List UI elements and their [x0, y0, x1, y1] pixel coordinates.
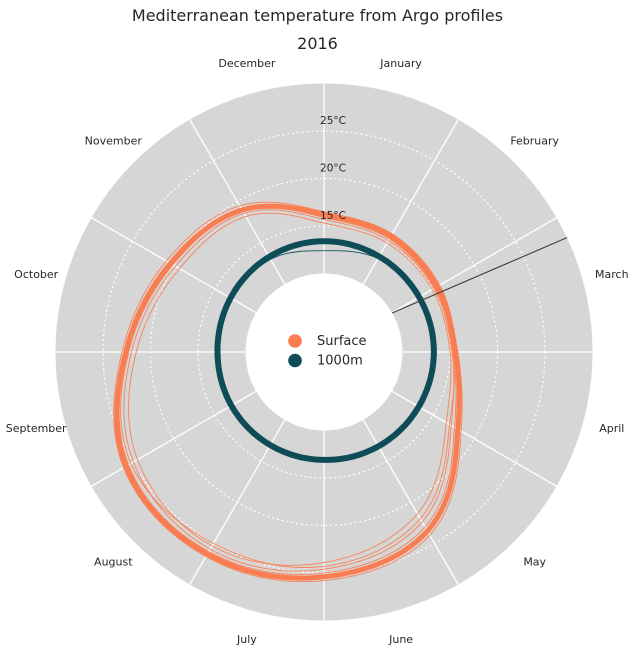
radial-tick-label: 20°C — [320, 163, 346, 175]
profile-line-surface — [128, 212, 452, 566]
month-labels: January February March April May June July Augu… — [6, 57, 629, 646]
series-line-surface — [114, 203, 462, 581]
data-series — [114, 203, 462, 581]
month-label-january: January — [379, 57, 422, 70]
profile-line-1000m — [214, 250, 433, 459]
profile-lines — [113, 201, 463, 583]
chart-subtitle: 2016 — [297, 34, 338, 53]
radial-tick-labels: 15°C 20°C 25°C — [320, 115, 346, 222]
chart-title: Mediterranean temperature from Argo prof… — [131, 6, 504, 25]
radial-tick-label: 15°C — [320, 210, 346, 222]
month-label-december: December — [218, 57, 276, 70]
gridline-25c — [102, 130, 546, 574]
month-label-october: October — [14, 268, 58, 281]
gridline-20c — [149, 177, 499, 527]
legend: Surface 1000m — [288, 334, 367, 369]
month-spoke — [91, 390, 257, 487]
month-label-march: March — [595, 268, 629, 281]
month-label-august: August — [94, 556, 133, 569]
radial-tick-label: 25°C — [320, 115, 346, 127]
month-label-may: May — [523, 556, 546, 569]
profile-line-surface — [118, 205, 457, 575]
profile-line-surface — [120, 206, 456, 568]
legend-label-surface: Surface — [317, 334, 367, 349]
month-label-june: June — [388, 633, 413, 646]
legend-label-1000m: 1000m — [317, 354, 363, 369]
legend-swatch-1000m — [288, 353, 302, 368]
legend-swatch-surface — [288, 334, 302, 348]
inner-hole — [245, 273, 403, 431]
month-label-november: November — [85, 134, 143, 147]
profile-line-surface — [123, 209, 455, 572]
month-label-april: April — [599, 422, 624, 435]
month-label-february: February — [510, 134, 559, 147]
series-line-1000m — [214, 238, 437, 463]
profile-line-surface — [113, 201, 463, 583]
stray-data-line — [391, 237, 568, 314]
month-label-september: September — [6, 422, 67, 435]
month-label-july: July — [236, 633, 257, 646]
